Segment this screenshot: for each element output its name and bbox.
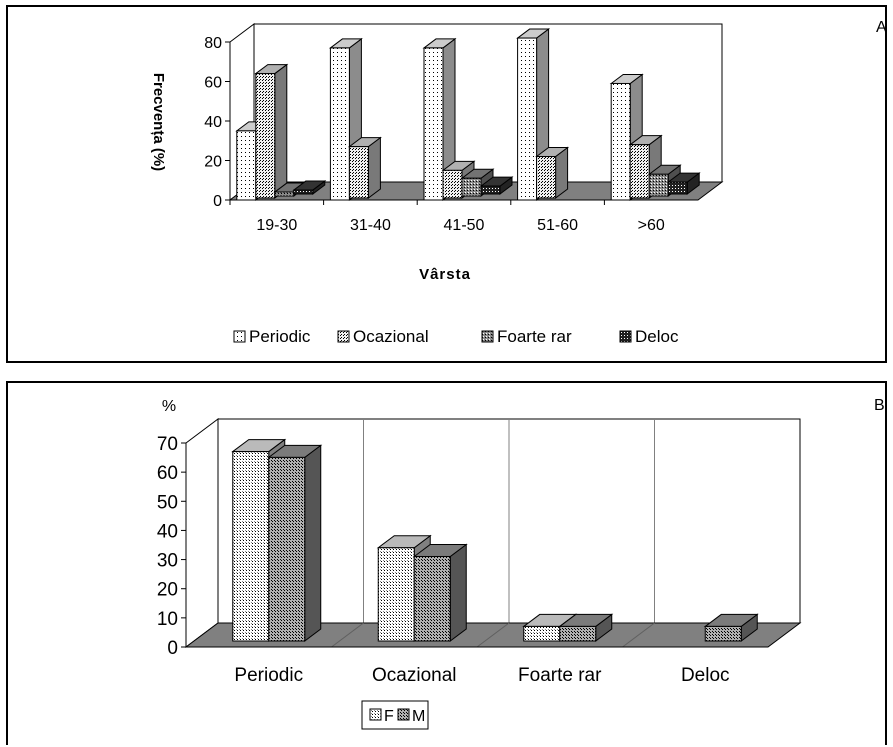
- chart-b-plot: 0 10 20 30 40 50 60 70 Periodic Ocazional Foarte r…: [157, 418, 802, 686]
- chart-b-xtick-label: Deloc: [681, 665, 730, 686]
- legend-a-swatch-foarte-rar: [481, 330, 494, 343]
- chart-a-xtick-label: >60: [638, 217, 665, 234]
- chart-a-ytick-label: 20: [204, 154, 222, 171]
- chart-b-bar-m-deloc-front: [704, 625, 742, 642]
- chart-b-bar-m-periodic-side: [304, 444, 322, 642]
- chart-b-ytick-label: 60: [157, 463, 178, 484]
- chart-b-xtick-label: Periodic: [234, 665, 303, 686]
- chart-a-bar-deloc-41-50: [479, 176, 514, 195]
- chart-a-bar-deloc-19-30: [292, 180, 327, 195]
- chart-a-bar-periodic-41-50: [422, 37, 457, 201]
- chart-panel-b: B % 0 10 20 30 40 50 60 70 Periodic Ocazional Foar…: [6, 381, 887, 745]
- chart-a-bar-periodic-60-front: [610, 82, 631, 201]
- legend-b-swatch-f: [369, 708, 382, 721]
- chart-a-ylabel: Frecvența (%): [150, 73, 167, 171]
- chart-b-ytick-label: 40: [157, 521, 178, 542]
- chart-b-bar-m-periodic: [267, 444, 323, 642]
- chart-b-bar-f-foarte-rar-front: [523, 625, 561, 642]
- chart-a-svg: A 0 20 40 60 80 19-30 31-40 41-50 51-60 >60 Frecv…: [150, 19, 887, 346]
- legend-a-swatch-ocazional: [337, 330, 350, 343]
- chart-b-floor-gridline: [476, 622, 510, 648]
- legend-b-label-m: M: [412, 708, 425, 725]
- chart-a-bar-ocazional-60-front: [629, 144, 650, 199]
- chart-b-svg: B % 0 10 20 30 40 50 60 70 Periodic Ocazional Foar…: [157, 397, 885, 730]
- chart-panel-a: A 0 20 40 60 80 19-30 31-40 41-50 51-60 >60 Frecv…: [6, 5, 887, 363]
- panel-label-a: A: [876, 19, 887, 36]
- chart-a-bar-ocazional-31-40-front: [348, 146, 369, 199]
- chart-a-bar-ocazional-31-40: [347, 136, 382, 199]
- chart-a-xtick-label: 41-50: [444, 217, 485, 234]
- chart-a-bar-ocazional-51-60: [535, 146, 570, 199]
- chart-a-legend: Periodic Ocazional Foarte rar Deloc: [233, 327, 679, 346]
- legend-a-label-foarte-rar: Foarte rar: [497, 327, 572, 346]
- chart-b-ylabel: %: [162, 398, 176, 415]
- chart-a-bar-deloc-60-front: [667, 181, 688, 195]
- chart-a-ytick-label: 80: [204, 35, 222, 52]
- chart-b-bar-f-periodic-front: [232, 451, 270, 642]
- legend-a-swatch-periodic: [233, 330, 246, 343]
- chart-a-ytick-label: 60: [204, 75, 222, 92]
- chart-a-bar-periodic-41-50-front: [423, 47, 444, 201]
- chart-a-bar-foarte-rar-41-50-front: [461, 177, 482, 197]
- chart-b-ytick-label: 70: [157, 434, 178, 455]
- chart-a-ytick-label: 0: [213, 193, 222, 210]
- chart-a-plot: 0 20 40 60 80 19-30 31-40 41-50 51-60 >60: [204, 23, 724, 234]
- chart-b-xtick-label: Foarte rar: [518, 665, 602, 686]
- chart-b-floor-gridline: [331, 622, 364, 648]
- chart-b-ytick-label: 0: [167, 638, 178, 659]
- chart-a-bar-deloc-60: [666, 172, 701, 195]
- chart-a-bar-periodic-19-30-front: [236, 130, 257, 201]
- chart-a-xtick-label: 19-30: [256, 217, 297, 234]
- chart-b-ytick-label: 50: [157, 492, 178, 513]
- chart-a-bar-deloc-41-50-front: [480, 185, 501, 195]
- chart-a-bar-foarte-rar-60-front: [648, 173, 669, 197]
- chart-b-bar-m-ocazional-side: [449, 543, 467, 642]
- chart-b-bar-m-ocazional-front: [413, 555, 451, 642]
- chart-b-xtick-label: Ocazional: [372, 665, 457, 686]
- legend-a-label-deloc: Deloc: [635, 327, 679, 346]
- chart-a-bar-ocazional-31-40-side: [367, 136, 381, 199]
- chart-b-ytick-label: 10: [157, 609, 178, 630]
- chart-a-xtick-label: 31-40: [350, 217, 391, 234]
- chart-b-ytick-label: 30: [157, 551, 178, 572]
- chart-a-ytick-label: 40: [204, 114, 222, 131]
- chart-b-bar-f-ocazional-front: [377, 547, 415, 642]
- legend-a-label-ocazional: Ocazional: [353, 327, 429, 346]
- chart-b-bar-m-deloc: [703, 613, 759, 642]
- chart-a-xtick-label: 51-60: [537, 217, 578, 234]
- chart-a-bar-periodic-51-60-front: [517, 37, 538, 201]
- chart-a-bar-ocazional-19-30-front: [255, 73, 276, 199]
- chart-b-side-wall: [185, 418, 219, 648]
- chart-b-bar-m-foarte-rar: [558, 613, 614, 642]
- chart-a-bar-ocazional-19-30-side: [274, 63, 288, 199]
- chart-a-bar-periodic-31-40-front: [329, 47, 350, 201]
- chart-b-ytick-label: 20: [157, 580, 178, 601]
- chart-b-bar-m-periodic-front: [268, 456, 306, 642]
- chart-b-bar-m-foarte-rar-front: [559, 625, 597, 642]
- chart-a-bar-deloc-19-30-front: [293, 189, 314, 195]
- chart-a-xlabel: Vârsta: [419, 266, 471, 283]
- chart-b-bar-m-ocazional: [412, 543, 468, 642]
- panel-label-b: B: [874, 397, 885, 414]
- chart-a-bar-ocazional-19-30: [254, 63, 289, 199]
- chart-a-bar-ocazional-51-60-front: [536, 156, 557, 199]
- chart-b-floor-gridline: [622, 622, 655, 648]
- legend-a-label-periodic: Periodic: [249, 327, 311, 346]
- legend-a-swatch-deloc: [619, 330, 632, 343]
- legend-b-label-f: F: [384, 708, 394, 725]
- chart-a-bar-ocazional-41-50-front: [442, 169, 463, 199]
- chart-a-bar-foarte-rar-19-30-front: [274, 191, 295, 197]
- legend-b-swatch-m: [397, 708, 410, 721]
